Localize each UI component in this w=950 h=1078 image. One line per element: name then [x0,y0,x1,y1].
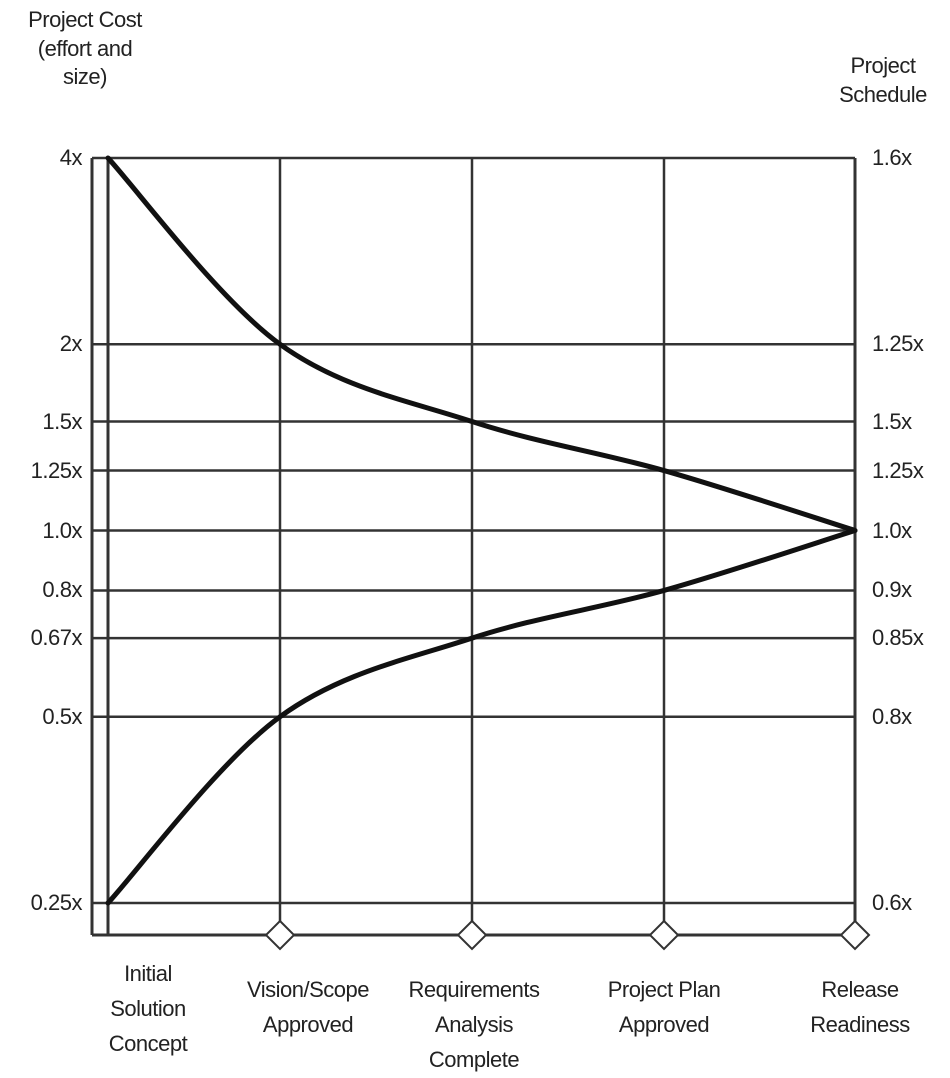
x-tick-label-milestone: Requirements Analysis Complete [389,972,559,1078]
y-tick-label-left: 1.5x [42,411,82,433]
y-tick-label-left: 0.67x [31,627,82,649]
milestone-diamond-marker [458,921,486,949]
y-tick-label-right: 0.85x [872,627,923,649]
y-axis-left-label: Project Cost (effort and size) [10,6,160,92]
y-tick-label-left: 1.0x [42,520,82,542]
y-tick-label-left: 2x [60,333,82,355]
y-tick-label-right: 0.9x [872,579,912,601]
x-tick-label-milestone: Project Plan Approved [579,972,749,1042]
milestone-diamond-marker [841,921,869,949]
y-tick-label-left: 4x [60,147,82,169]
milestone-diamond-marker [650,921,678,949]
y-tick-label-right: 0.8x [872,706,912,728]
x-tick-label-milestone: Vision/Scope Approved [223,972,393,1042]
y-tick-label-left: 0.25x [31,892,82,914]
y-tick-label-right: 0.6x [872,892,912,914]
y-tick-label-left: 1.25x [31,460,82,482]
x-tick-label-milestone: Release Readiness [775,972,945,1042]
y-tick-label-right: 1.0x [872,520,912,542]
y-tick-label-left: 0.5x [42,706,82,728]
y-tick-label-left: 0.8x [42,579,82,601]
y-tick-label-right: 1.25x [872,460,923,482]
milestone-diamond-marker [266,921,294,949]
y-tick-label-right: 1.6x [872,147,912,169]
y-tick-label-right: 1.5x [872,411,912,433]
y-tick-label-right: 1.25x [872,333,923,355]
x-tick-label-milestone: Initial Solution Concept [63,956,233,1062]
y-axis-right-label: Project Schedule [818,52,948,109]
